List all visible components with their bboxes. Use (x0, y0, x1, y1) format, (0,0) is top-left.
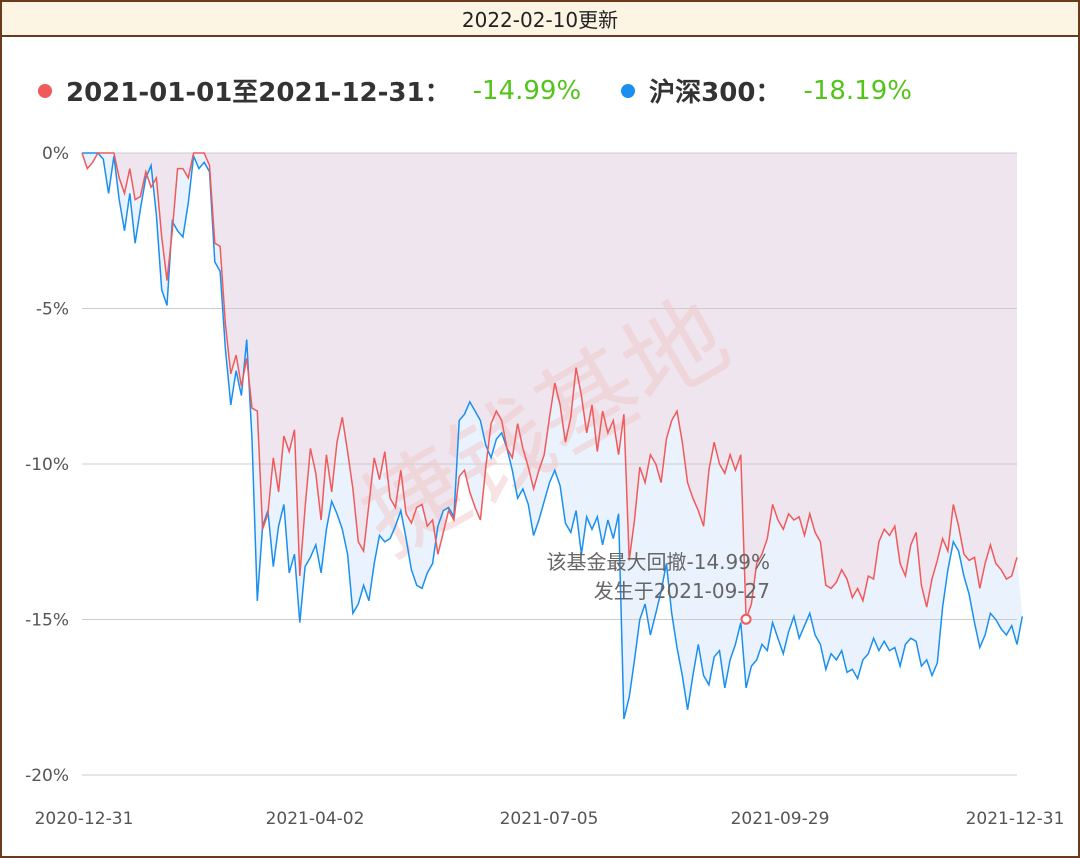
index-line (82, 152, 1024, 720)
legend-fund-label: 2021-01-01至2021-12-31： (66, 78, 451, 108)
legend-item-index[interactable]: 沪深300： -18.19% (621, 72, 912, 109)
legend-item-fund[interactable]: 2021-01-01至2021-12-31： -14.99% (38, 72, 581, 109)
y-tick-label: -10% (25, 455, 69, 475)
update-header: 2022-02-10更新 (2, 2, 1078, 37)
fund-area (82, 153, 1017, 620)
annotation-line1: 该基金最大回撤-14.99% (547, 550, 770, 574)
fund-dot-icon (38, 83, 52, 98)
y-tick-label: -20% (25, 766, 69, 786)
x-tick-label: 2021-04-02 (266, 809, 365, 829)
y-tick-label: -5% (36, 300, 69, 320)
annotation-line2: 发生于2021-09-27 (594, 579, 770, 603)
x-tick-label: 2021-09-29 (731, 809, 830, 829)
y-tick-label: 0% (42, 144, 69, 164)
legend-fund-value: -14.99% (472, 75, 582, 106)
x-tick-label: 2021-12-31 (966, 809, 1065, 829)
update-title: 2022-02-10更新 (461, 8, 619, 32)
fund-line (81, 152, 1018, 620)
y-tick-label: -15% (25, 611, 69, 631)
legend: 2021-01-01至2021-12-31： -14.99% 沪深300： -1… (38, 72, 952, 109)
max-drawdown-marker (740, 613, 752, 625)
x-tick-label: 2020-12-31 (35, 809, 134, 829)
legend-index-label: 沪深300： (649, 78, 782, 108)
x-tick-label: 2021-07-05 (500, 809, 599, 829)
legend-index-value: -18.19% (803, 75, 912, 106)
index-area (82, 153, 1023, 719)
index-dot-icon (621, 83, 636, 98)
